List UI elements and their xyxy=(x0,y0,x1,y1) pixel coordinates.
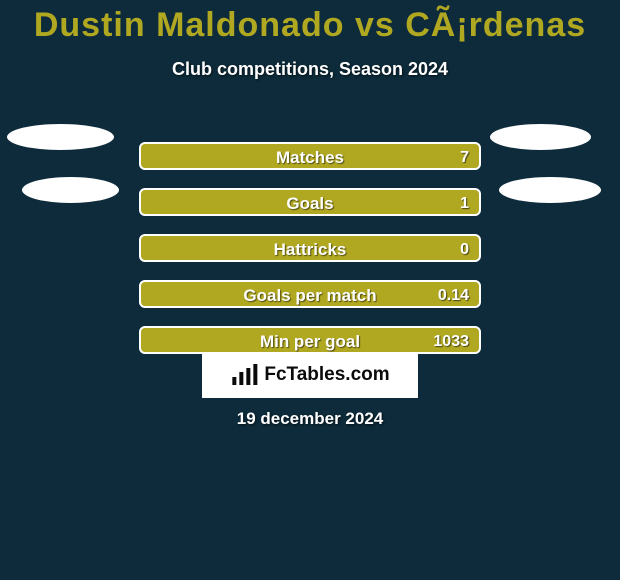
bars-icon xyxy=(230,363,260,387)
stat-row: Goals per match0.14 xyxy=(0,280,620,308)
stat-bar: Goals1 xyxy=(139,188,481,216)
logo-box: FcTables.com xyxy=(202,352,418,398)
right-ellipse xyxy=(499,177,601,203)
stat-row: Hattricks0 xyxy=(0,234,620,262)
stat-value: 0.14 xyxy=(438,282,469,310)
left-ellipse xyxy=(7,124,114,150)
stat-bar: Min per goal1033 xyxy=(139,326,481,354)
stat-bar: Matches7 xyxy=(139,142,481,170)
logo-text: FcTables.com xyxy=(264,364,389,386)
stat-label: Matches xyxy=(141,144,479,172)
stat-bar: Goals per match0.14 xyxy=(139,280,481,308)
stat-value: 1033 xyxy=(433,328,469,356)
right-ellipse xyxy=(490,124,591,150)
stat-label: Goals xyxy=(141,190,479,218)
stat-value: 1 xyxy=(460,190,469,218)
stat-label: Hattricks xyxy=(141,236,479,264)
page-subtitle: Club competitions, Season 2024 xyxy=(0,59,620,80)
comparison-infographic: Dustin Maldonado vs CÃ¡rdenas Club compe… xyxy=(0,0,620,580)
stat-row: Min per goal1033 xyxy=(0,326,620,354)
stat-label: Min per goal xyxy=(141,328,479,356)
stat-value: 7 xyxy=(460,144,469,172)
date-label: 19 december 2024 xyxy=(0,409,620,429)
page-title: Dustin Maldonado vs CÃ¡rdenas xyxy=(0,0,620,45)
stat-label: Goals per match xyxy=(141,282,479,310)
stat-bar: Hattricks0 xyxy=(139,234,481,262)
left-ellipse xyxy=(22,177,119,203)
logo: FcTables.com xyxy=(230,363,389,387)
stat-value: 0 xyxy=(460,236,469,264)
